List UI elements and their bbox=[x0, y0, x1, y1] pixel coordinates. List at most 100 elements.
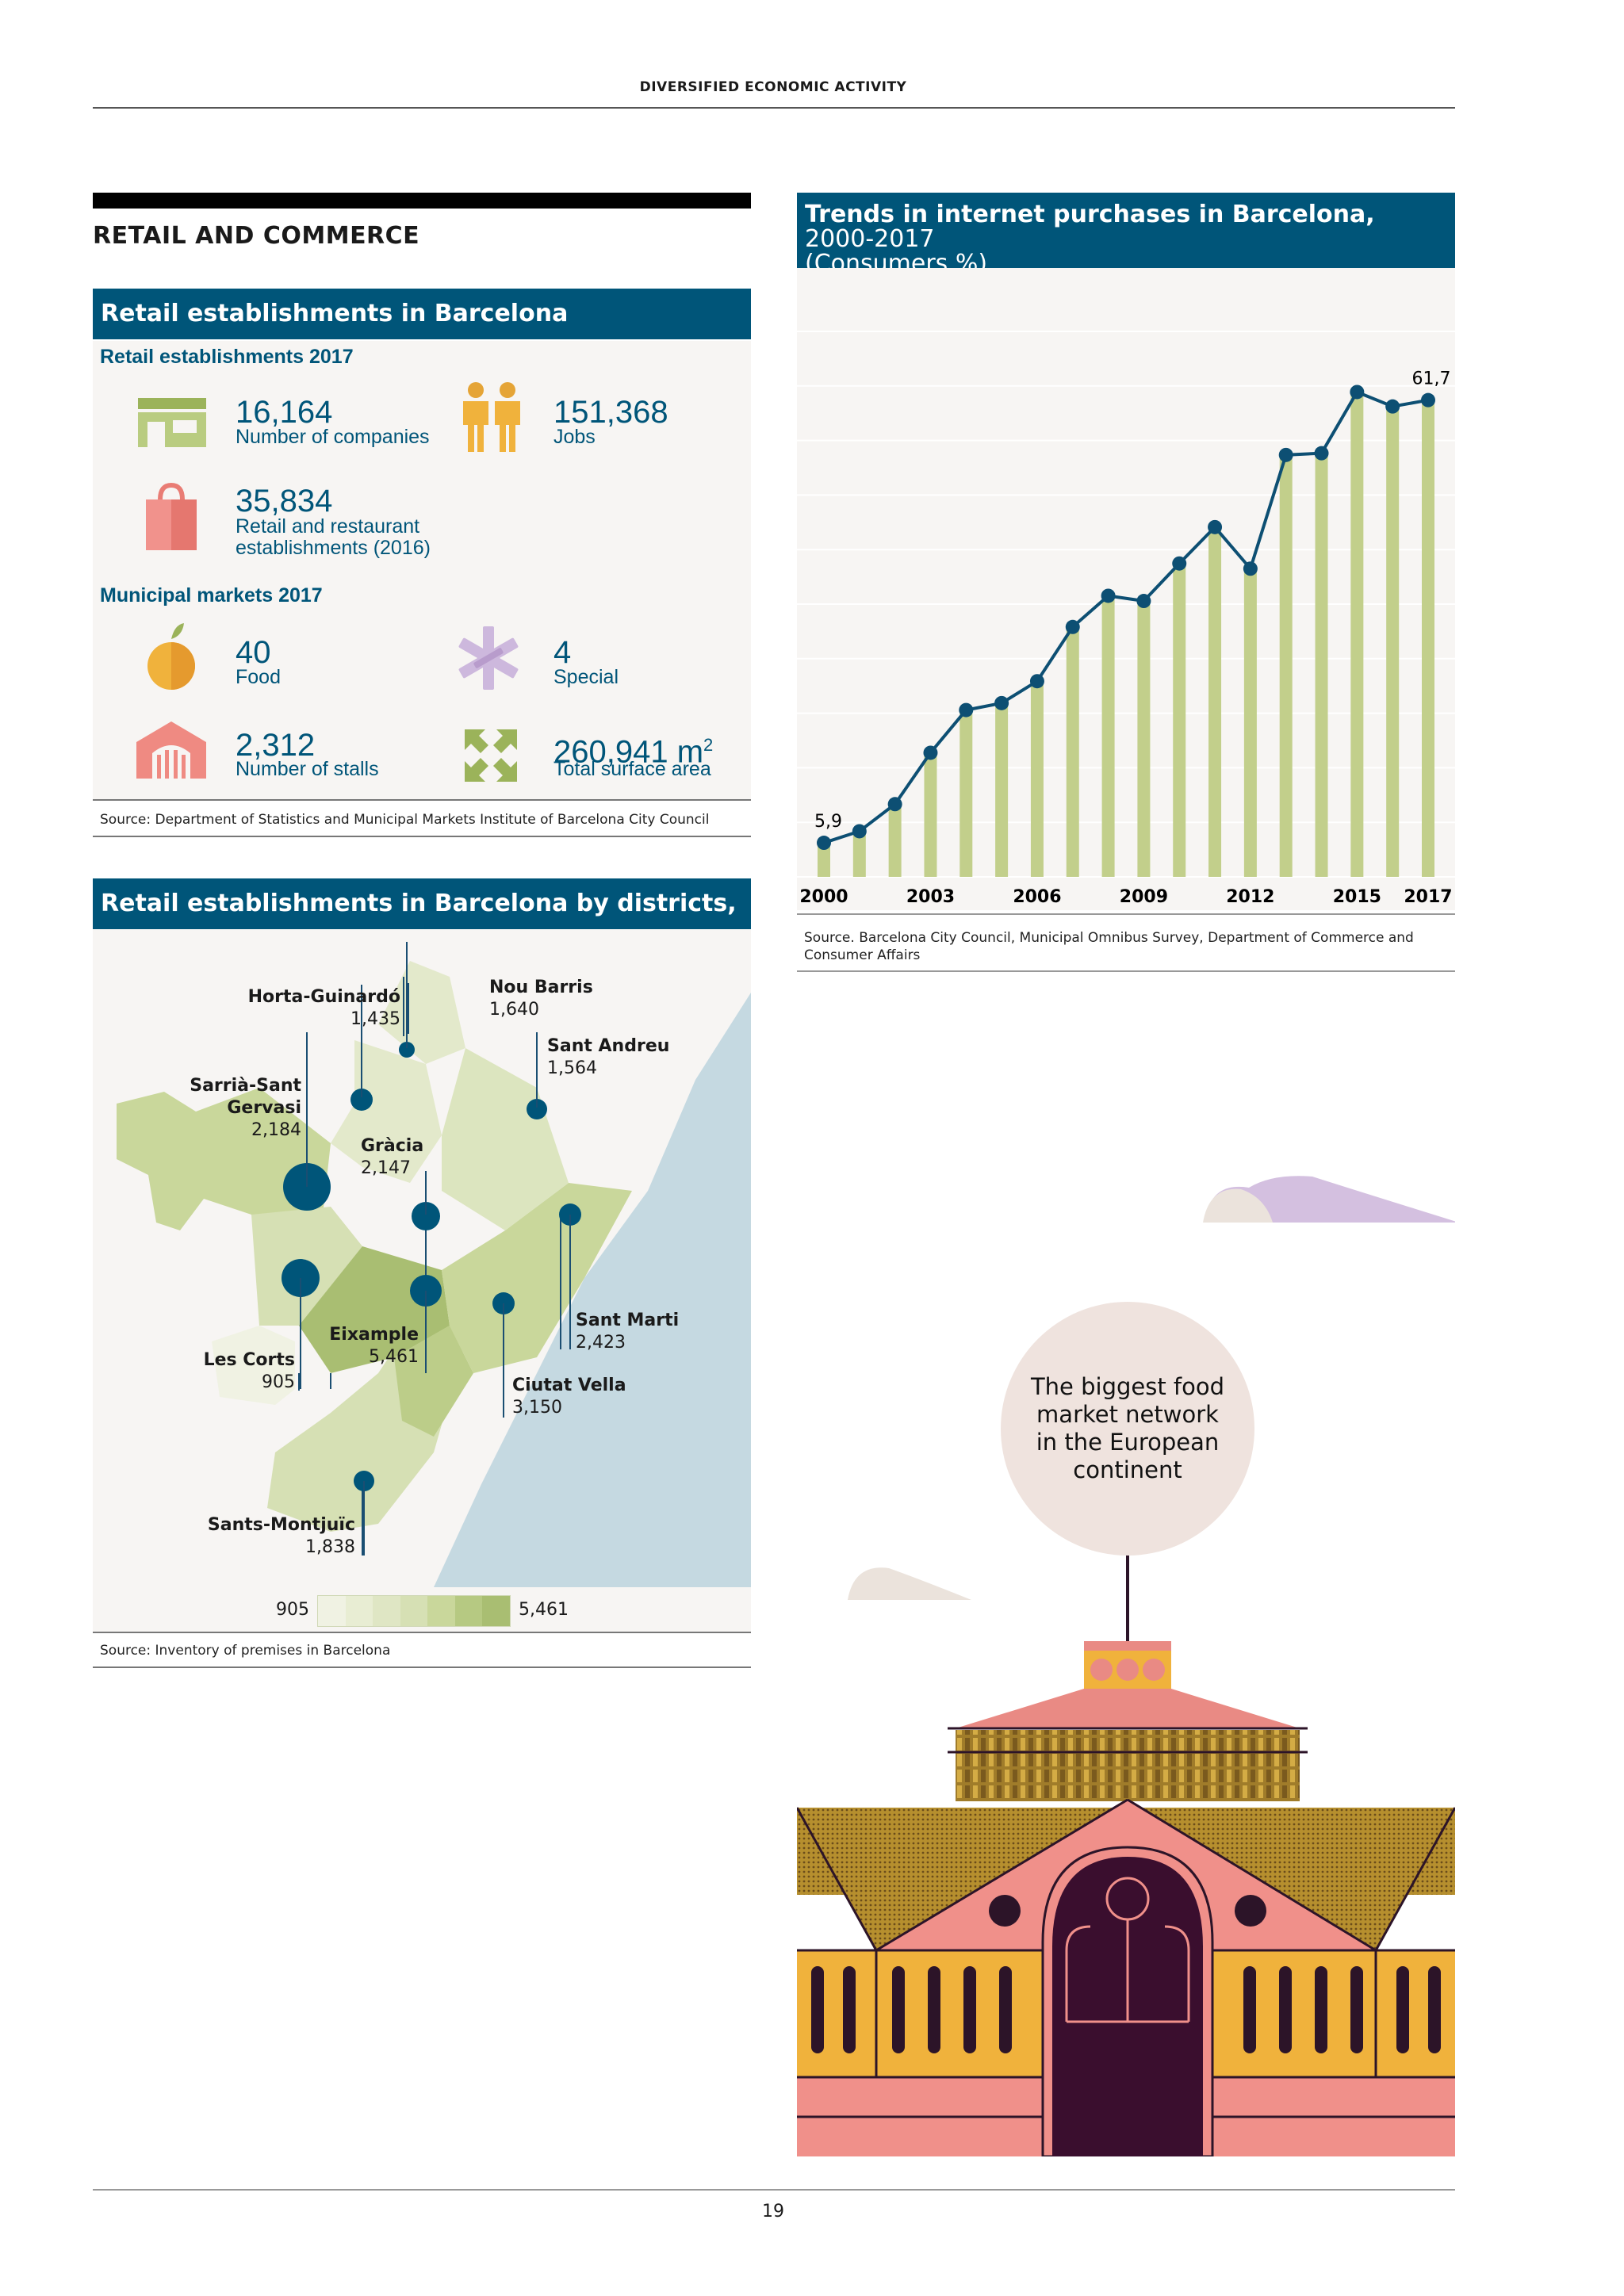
label-sarria-sant-gervasi: Sarrià-Sant Gervasi 2,184 bbox=[190, 1076, 301, 1140]
x-tick-2017: 2017 bbox=[1404, 887, 1452, 907]
districts-heading: Retail establishments in Barcelona by di… bbox=[93, 878, 751, 968]
surface-sup: 2 bbox=[703, 735, 714, 755]
section-title: RETAIL AND COMMERCE bbox=[93, 222, 420, 250]
x-tick-2000: 2000 bbox=[799, 887, 848, 907]
bar-2002 bbox=[888, 804, 902, 877]
retail-source: Source: Department of Statistics and Mun… bbox=[100, 812, 710, 828]
bar-2014 bbox=[1315, 453, 1328, 877]
speech-bubble bbox=[1001, 1302, 1254, 1556]
bar-2003 bbox=[924, 752, 937, 877]
label-sants-montjuic: Sants-Montjuïc 1,838 bbox=[207, 1515, 355, 1557]
establishments-value: 35,834 bbox=[236, 484, 333, 519]
retail-heading: Retail establishments in Barcelona bbox=[93, 289, 751, 339]
special-label: Special bbox=[553, 666, 619, 688]
point-2012 bbox=[1243, 561, 1258, 576]
label-nou-barris: Nou Barris 1,640 bbox=[489, 978, 593, 1020]
stalls-value: 2,312 bbox=[236, 728, 316, 763]
point-2000 bbox=[817, 836, 831, 851]
label-horta-guinardo: Horta-Guinardó 1,435 bbox=[247, 987, 400, 1029]
section-bar bbox=[93, 193, 751, 209]
trend-heading-bold: Trends in internet purchases in Barcelon… bbox=[805, 201, 1375, 228]
retail-source-bottom-rule bbox=[93, 836, 751, 837]
shop-icon bbox=[138, 398, 206, 447]
label-sant-andreu: Sant Andreu 1,564 bbox=[547, 1036, 670, 1078]
x-tick-2003: 2003 bbox=[906, 887, 955, 907]
point-2011 bbox=[1208, 519, 1223, 534]
chart-bars bbox=[818, 392, 1434, 877]
trend-source-bottom-rule bbox=[797, 970, 1455, 972]
page-number: 19 bbox=[762, 2202, 784, 2221]
districts-source-top-rule bbox=[93, 1632, 751, 1633]
chart-data-labels: 5,9 61,7 bbox=[814, 369, 1450, 832]
x-tick-2012: 2012 bbox=[1226, 887, 1274, 907]
bar-2007 bbox=[1066, 626, 1079, 877]
point-2016 bbox=[1385, 399, 1400, 414]
trend-heading: Trends in internet purchases in Barcelon… bbox=[797, 193, 1455, 276]
point-2007 bbox=[1065, 619, 1080, 634]
running-header: DIVERSIFIED ECONOMIC ACTIVITY bbox=[639, 79, 907, 95]
cloud-purple bbox=[1205, 1176, 1455, 1223]
point-2004 bbox=[959, 702, 974, 718]
retail-source-top-rule bbox=[93, 799, 751, 801]
data-label-first: 5,9 bbox=[814, 812, 842, 832]
legend-min: 905 bbox=[276, 1600, 309, 1620]
cloud-beige bbox=[1203, 1188, 1273, 1223]
footer-rule bbox=[93, 2189, 1455, 2191]
market-building-illustration bbox=[797, 1176, 1455, 2156]
point-2014 bbox=[1314, 446, 1329, 461]
expand-arrows-icon bbox=[465, 729, 517, 782]
point-2008 bbox=[1101, 588, 1116, 603]
header-rule bbox=[93, 107, 1455, 109]
label-sant-marti: Sant Marti 2,423 bbox=[576, 1311, 680, 1353]
trend-source-top-rule bbox=[797, 913, 1455, 915]
trend-heading-years: 2000-2017 bbox=[805, 225, 935, 253]
sea-area bbox=[434, 993, 751, 1587]
shopping-bag-icon bbox=[146, 482, 197, 550]
bar-2008 bbox=[1101, 595, 1115, 877]
bar-2012 bbox=[1243, 568, 1257, 877]
bar-2013 bbox=[1279, 454, 1293, 877]
map-leader-lines bbox=[300, 942, 571, 1556]
district-nou-barris bbox=[378, 961, 465, 1064]
districts-heading-text: Retail establishments in Barcelona by di… bbox=[101, 890, 737, 917]
stalls-label: Number of stalls bbox=[236, 758, 379, 780]
bar-2005 bbox=[995, 702, 1009, 877]
surface-label: Total surface area bbox=[553, 758, 711, 780]
jobs-label: Jobs bbox=[553, 426, 596, 448]
bar-2016 bbox=[1386, 406, 1400, 877]
bubble-text: The biggest food market network in the E… bbox=[1030, 1373, 1225, 1483]
district-eixample bbox=[299, 1246, 450, 1373]
district-horta-guinardo bbox=[331, 1040, 442, 1183]
ornament-band bbox=[956, 1730, 1300, 1801]
label-gracia: Gràcia 2,147 bbox=[361, 1136, 424, 1178]
jobs-value: 151,368 bbox=[553, 395, 668, 430]
x-tick-2006: 2006 bbox=[1013, 887, 1061, 907]
retail-subheading: Retail establishments 2017 bbox=[100, 346, 354, 368]
market-hall-icon bbox=[136, 721, 206, 779]
districts-source: Source: Inventory of premises in Barcelo… bbox=[100, 1643, 391, 1659]
district-les-corts bbox=[212, 1326, 295, 1405]
chart-trend-line bbox=[823, 389, 1429, 844]
point-2015 bbox=[1350, 385, 1365, 400]
establishments-label-2: establishments (2016) bbox=[236, 537, 431, 559]
legend-scale bbox=[317, 1595, 511, 1627]
bar-2000 bbox=[818, 843, 830, 877]
bar-2009 bbox=[1137, 601, 1151, 877]
point-2001 bbox=[852, 824, 867, 839]
chart-x-ticks: 2000 2003 2006 2009 2012 2015 2017 bbox=[799, 887, 1452, 907]
point-2010 bbox=[1172, 556, 1187, 571]
district-sant-marti bbox=[442, 1183, 632, 1373]
bar-2017 bbox=[1422, 400, 1434, 877]
point-2003 bbox=[923, 745, 938, 760]
bar-2010 bbox=[1173, 563, 1186, 877]
companies-label: Number of companies bbox=[236, 426, 430, 448]
trend-panel bbox=[797, 268, 1455, 910]
label-les-corts: Les Corts 905 bbox=[203, 1350, 295, 1392]
bubble-horta-guinardo bbox=[350, 1089, 373, 1111]
legend-max: 5,461 bbox=[519, 1600, 569, 1620]
markets-subheading: Municipal markets 2017 bbox=[100, 584, 323, 607]
surface-value: 260,941 m bbox=[553, 734, 704, 770]
trend-source-1: Source. Barcelona City Council, Municipa… bbox=[804, 930, 1414, 946]
cloud-left bbox=[848, 1567, 971, 1600]
point-2009 bbox=[1136, 594, 1151, 609]
